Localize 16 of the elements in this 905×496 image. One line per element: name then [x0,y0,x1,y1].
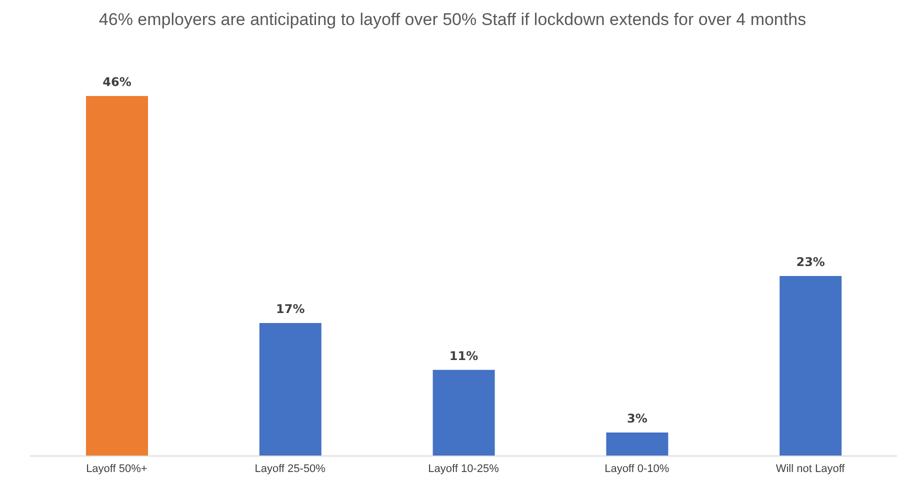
chart-title: 46% employers are anticipating to layoff over 50% Staff if lockdown extends for over 4 months [98,9,808,31]
bar [780,276,842,456]
bar [86,96,148,456]
data-label: 3% [627,412,648,426]
bar [432,370,495,456]
data-label: 23% [796,255,825,269]
x-tick-label: Layoff 25-50% [254,462,326,475]
bar [606,432,668,456]
bar [259,322,322,456]
data-label: 17% [276,302,305,316]
data-label: 11% [449,348,478,363]
x-tick-label: Will not Layoff [776,462,846,475]
data-label: 46% [102,75,132,89]
x-tick-label: Layoff 10-25% [428,462,500,475]
x-tick-label: Layoff 50%+ [86,462,148,475]
x-tick-label: Layoff 0-10% [604,462,670,475]
